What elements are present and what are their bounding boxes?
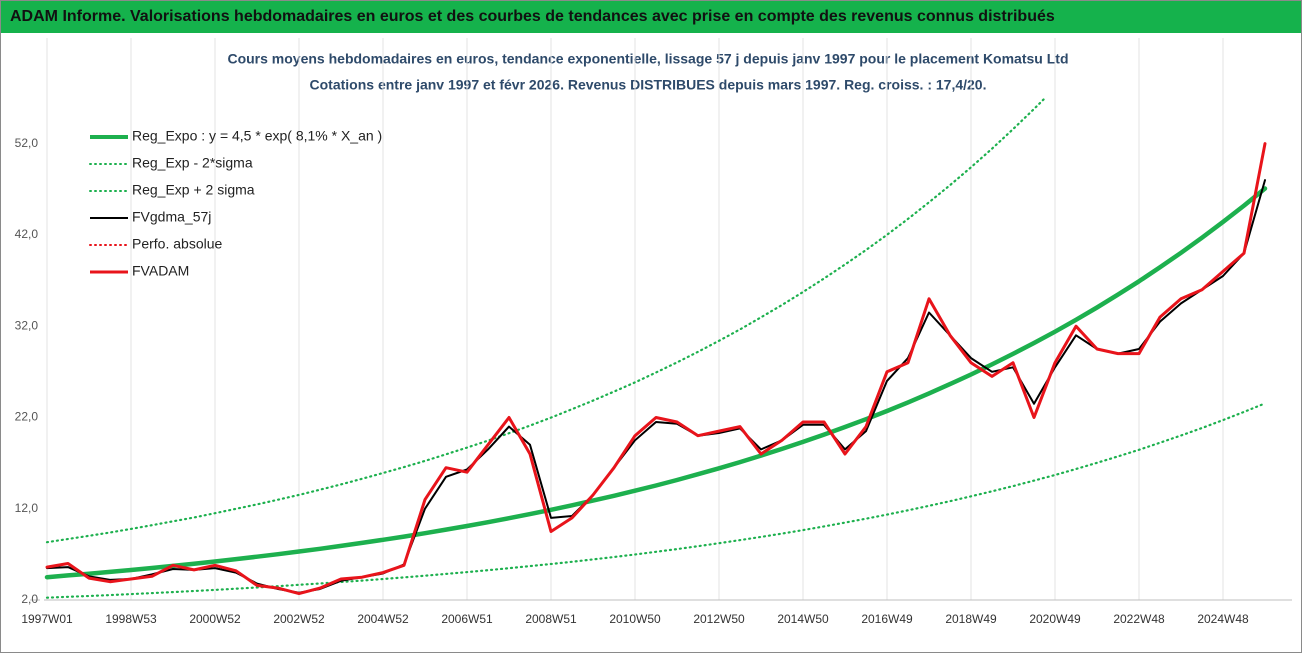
x-tick-label: 2000W52 bbox=[189, 612, 241, 626]
legend-label: Reg_Exp + 2 sigma bbox=[132, 182, 255, 198]
x-tick-label: 2020W49 bbox=[1029, 612, 1081, 626]
legend-label: Reg_Expo : y = 4,5 * exp( 8,1% * X_an ) bbox=[132, 128, 382, 144]
y-tick-label: 42,0 bbox=[15, 227, 39, 241]
series-line bbox=[45, 142, 1267, 596]
chart-subtitle: Cours moyens hebdomadaires en euros, ten… bbox=[227, 51, 1068, 67]
legend-label: FVADAM bbox=[132, 263, 189, 279]
series-line bbox=[45, 402, 1267, 599]
series-line bbox=[45, 98, 1047, 544]
grid: 1997W01 1998W53 2000W52 2002W52 2004W52 2006W… bbox=[15, 38, 1292, 626]
x-tick-label: 2004W52 bbox=[357, 612, 409, 626]
plot bbox=[44, 98, 1268, 599]
legend-label: Perfo. absolue bbox=[132, 236, 222, 252]
series-line bbox=[44, 186, 1268, 580]
x-tick-label: 2006W51 bbox=[441, 612, 493, 626]
x-tick-label: 2010W50 bbox=[609, 612, 661, 626]
y-tick-label: 12,0 bbox=[15, 501, 39, 515]
legend: Reg_Expo : y = 4,5 * exp( 8,1% * X_an ) R… bbox=[89, 128, 382, 279]
y-tick-label: 52,0 bbox=[15, 136, 39, 150]
chart-title: ADAM Informe. Valorisations hebdomadaire… bbox=[10, 8, 1055, 25]
x-tick-label: 2022W48 bbox=[1113, 612, 1165, 626]
x-tick-label: 2008W51 bbox=[525, 612, 577, 626]
y-tick-label: 22,0 bbox=[15, 410, 39, 424]
x-tick-label: 2024W48 bbox=[1197, 612, 1249, 626]
chart-subtitle: Cotations entre janv 1997 et févr 2026. … bbox=[310, 77, 987, 93]
x-tick-label: 2018W49 bbox=[945, 612, 997, 626]
y-tick-label: 2,0 bbox=[21, 592, 38, 606]
legend-label: FVgdma_57j bbox=[132, 209, 211, 225]
header-bar bbox=[1, 1, 1301, 33]
y-tick-label: 32,0 bbox=[15, 318, 39, 332]
x-tick-label: 2016W49 bbox=[861, 612, 913, 626]
x-tick-label: 2014W50 bbox=[777, 612, 829, 626]
x-tick-label: 1998W53 bbox=[105, 612, 157, 626]
x-tick-label: 2012W50 bbox=[693, 612, 745, 626]
x-tick-label: 1997W01 bbox=[21, 612, 73, 626]
x-tick-label: 2002W52 bbox=[273, 612, 325, 626]
legend-label: Reg_Exp - 2*sigma bbox=[132, 155, 253, 171]
